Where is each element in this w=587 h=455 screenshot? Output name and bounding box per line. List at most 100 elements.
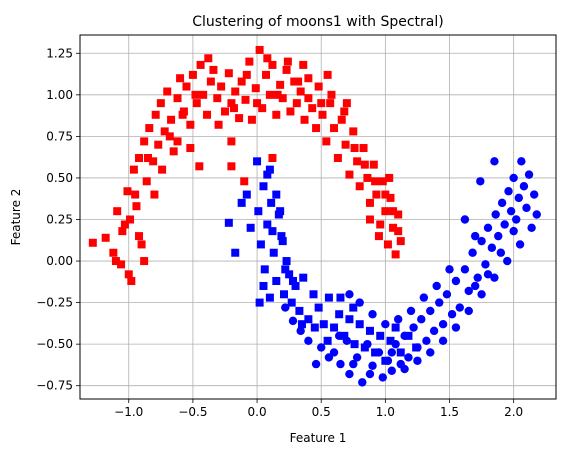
cluster-point-square — [156, 99, 165, 108]
cluster-point-circle — [355, 298, 364, 307]
cluster-point-square — [242, 190, 251, 199]
cluster-point-square — [396, 348, 405, 357]
x-tick-label: 2.0 — [504, 405, 523, 419]
cluster-point-square — [214, 120, 223, 129]
data-points — [88, 45, 541, 387]
cluster-point-square — [132, 202, 141, 211]
y-tick-label: −0.50 — [36, 337, 73, 351]
cluster-point-circle — [365, 369, 375, 379]
cluster-point-square — [355, 320, 364, 329]
cluster-point-circle — [304, 336, 313, 346]
cluster-point-square — [126, 215, 135, 224]
cluster-point-square — [256, 240, 265, 249]
cluster-point-square — [386, 336, 395, 345]
cluster-point-square — [335, 310, 344, 319]
cluster-point-square — [285, 270, 294, 279]
plot-background — [80, 35, 556, 399]
x-tick-label: −1.0 — [114, 405, 143, 419]
cluster-point-square — [254, 207, 263, 216]
cluster-point-square — [374, 232, 383, 241]
cluster-point-square — [267, 198, 276, 207]
cluster-point-square — [145, 124, 154, 133]
cluster-point-circle — [517, 157, 526, 166]
cluster-point-square — [135, 232, 144, 241]
cluster-point-square — [273, 90, 282, 99]
cluster-point-circle — [281, 303, 290, 312]
cluster-point-square — [149, 157, 158, 166]
cluster-point-square — [341, 140, 350, 149]
cluster-point-square — [283, 57, 292, 66]
cluster-point-circle — [413, 356, 422, 365]
cluster-point-square — [278, 94, 287, 103]
cluster-point-square — [253, 157, 262, 166]
cluster-point-circle — [311, 359, 321, 369]
y-tick-label: 1.00 — [46, 88, 73, 102]
cluster-point-square — [314, 82, 323, 91]
cluster-point-square — [396, 237, 405, 246]
cluster-point-square — [176, 74, 185, 83]
cluster-point-square — [394, 210, 403, 219]
cluster-point-square — [300, 115, 309, 124]
cluster-point-square — [304, 74, 313, 83]
cluster-point-square — [235, 114, 244, 123]
x-axis-label: Feature 1 — [290, 431, 347, 445]
cluster-point-square — [333, 153, 342, 162]
cluster-point-square — [196, 60, 205, 69]
cluster-point-square — [371, 177, 380, 186]
cluster-point-square — [263, 170, 272, 179]
cluster-point-square — [142, 177, 151, 186]
cluster-point-square — [394, 227, 403, 236]
cluster-point-square — [199, 90, 208, 99]
y-tick-label: 0.75 — [46, 129, 73, 143]
cluster-point-square — [381, 207, 390, 216]
cluster-point-square — [280, 290, 288, 299]
cluster-point-square — [186, 120, 195, 129]
cluster-point-square — [213, 94, 222, 103]
cluster-point-square — [376, 331, 385, 340]
cluster-point-square — [131, 190, 140, 199]
cluster-point-circle — [470, 281, 480, 291]
cluster-point-circle — [490, 273, 499, 282]
cluster-point-circle — [349, 359, 358, 369]
cluster-point-square — [251, 84, 260, 93]
cluster-point-square — [272, 190, 281, 199]
cluster-point-circle — [336, 359, 345, 369]
cluster-point-square — [137, 240, 146, 249]
cluster-point-square — [294, 77, 303, 86]
cluster-point-circle — [527, 223, 536, 233]
cluster-point-circle — [460, 215, 470, 224]
cluster-point-square — [127, 276, 136, 285]
cluster-point-circle — [451, 323, 461, 332]
cluster-point-square — [350, 340, 359, 349]
cluster-point-square — [191, 90, 200, 99]
cluster-point-square — [158, 165, 167, 174]
cluster-point-circle — [422, 336, 431, 346]
cluster-point-square — [389, 207, 398, 216]
y-axis-label: Feature 2 — [9, 189, 23, 246]
cluster-point-circle — [500, 220, 509, 229]
cluster-point-square — [326, 99, 335, 108]
cluster-point-square — [227, 162, 236, 171]
x-tick-label: 0.5 — [312, 405, 331, 419]
cluster-point-circle — [419, 293, 429, 302]
cluster-point-square — [268, 227, 277, 236]
cluster-point-square — [140, 137, 149, 146]
x-tick-label: 1.5 — [440, 405, 459, 419]
cluster-point-square — [101, 233, 110, 242]
cluster-point-circle — [417, 315, 426, 324]
cluster-point-circle — [460, 265, 470, 274]
cluster-point-circle — [334, 331, 344, 341]
cluster-point-square — [276, 80, 285, 89]
cluster-point-square — [182, 82, 191, 91]
cluster-point-square — [265, 165, 274, 174]
cluster-point-square — [220, 107, 229, 116]
cluster-point-square — [120, 220, 129, 229]
cluster-point-square — [324, 293, 333, 302]
cluster-point-circle — [288, 316, 298, 326]
cluster-point-square — [291, 281, 300, 290]
cluster-point-square — [140, 257, 149, 266]
cluster-point-square — [296, 87, 305, 96]
cluster-point-circle — [515, 240, 525, 249]
cluster-point-square — [312, 124, 321, 133]
plot-frame — [79, 34, 557, 400]
